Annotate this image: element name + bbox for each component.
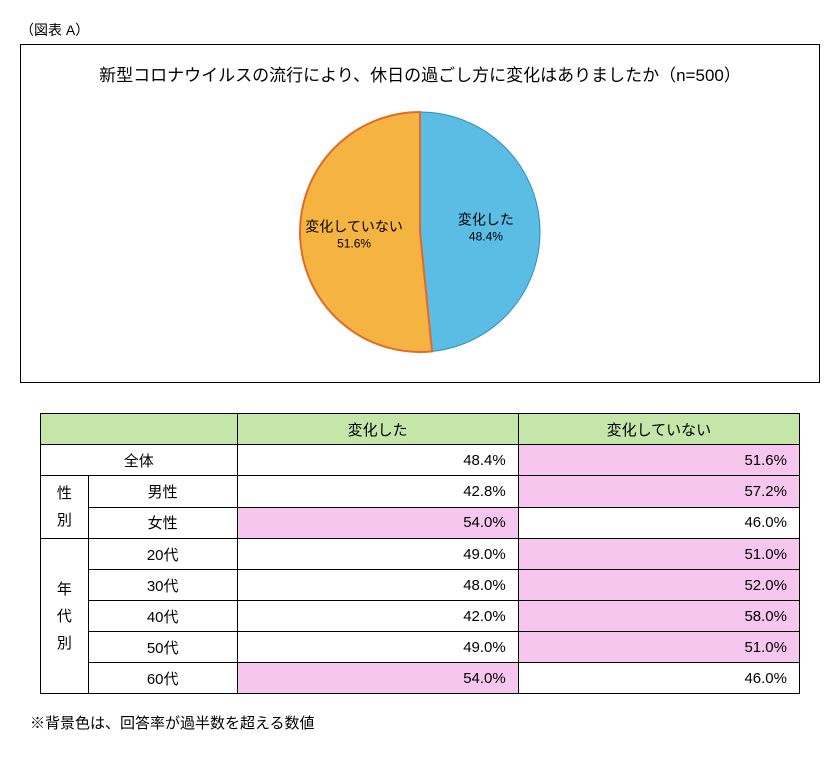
cell-value: 58.0%	[518, 601, 799, 632]
row-group-label: 性別	[41, 476, 89, 539]
row-label: 20代	[88, 539, 237, 570]
cell-value: 46.0%	[518, 663, 799, 694]
row-label: 50代	[88, 632, 237, 663]
row-label: 40代	[88, 601, 237, 632]
table-row: 年代別20代49.0%51.0%	[41, 539, 800, 570]
row-label: 男性	[88, 476, 237, 508]
pie-svg: 変化した 48.4% 変化していない 51.6%	[170, 102, 670, 362]
pie-slice-label-0: 変化した	[458, 212, 514, 228]
row-group-label: 年代別	[41, 539, 89, 694]
pie-chart: 変化した 48.4% 変化していない 51.6%	[41, 102, 799, 362]
table-row: 女性54.0%46.0%	[41, 507, 800, 539]
table-header-row: 変化した 変化していない	[41, 414, 800, 445]
pie-slice-pct-1: 51.6%	[337, 236, 371, 250]
pie-slice-pct-0: 48.4%	[469, 230, 503, 244]
table-row: 30代48.0%52.0%	[41, 570, 800, 601]
table-row: 50代49.0%51.0%	[41, 632, 800, 663]
cell-value: 46.0%	[518, 507, 799, 539]
pie-slice-label-1: 変化していない	[305, 218, 403, 234]
cell-value: 42.0%	[237, 601, 518, 632]
chart-container: 新型コロナウイルスの流行により、休日の過ごし方に変化はありましたか（n=500）…	[20, 44, 820, 383]
cell-value: 51.0%	[518, 539, 799, 570]
cell-value: 48.0%	[237, 570, 518, 601]
row-label: 30代	[88, 570, 237, 601]
figure-label: （図表 A）	[20, 20, 820, 40]
row-label: 女性	[88, 507, 237, 539]
cell-value: 49.0%	[237, 632, 518, 663]
cell-value: 54.0%	[237, 507, 518, 539]
cell-value: 42.8%	[237, 476, 518, 508]
table-row: 40代42.0%58.0%	[41, 601, 800, 632]
col-header-changed: 変化した	[237, 414, 518, 445]
cell-value: 49.0%	[237, 539, 518, 570]
row-label: 全体	[41, 445, 238, 476]
row-label: 60代	[88, 663, 237, 694]
cell-value: 51.0%	[518, 632, 799, 663]
col-header-notchanged: 変化していない	[518, 414, 799, 445]
cell-value: 54.0%	[237, 663, 518, 694]
cell-value: 52.0%	[518, 570, 799, 601]
data-table: 変化した 変化していない 全体48.4%51.6%性別男性42.8%57.2%女…	[40, 413, 800, 694]
table-corner	[41, 414, 238, 445]
table-row: 60代54.0%46.0%	[41, 663, 800, 694]
table-row: 性別男性42.8%57.2%	[41, 476, 800, 508]
cell-value: 51.6%	[518, 445, 799, 476]
footnote: ※背景色は、回答率が過半数を超える数値	[30, 712, 820, 733]
cell-value: 57.2%	[518, 476, 799, 508]
chart-title: 新型コロナウイルスの流行により、休日の過ごし方に変化はありましたか（n=500）	[41, 61, 799, 86]
table-row: 全体48.4%51.6%	[41, 445, 800, 476]
cell-value: 48.4%	[237, 445, 518, 476]
